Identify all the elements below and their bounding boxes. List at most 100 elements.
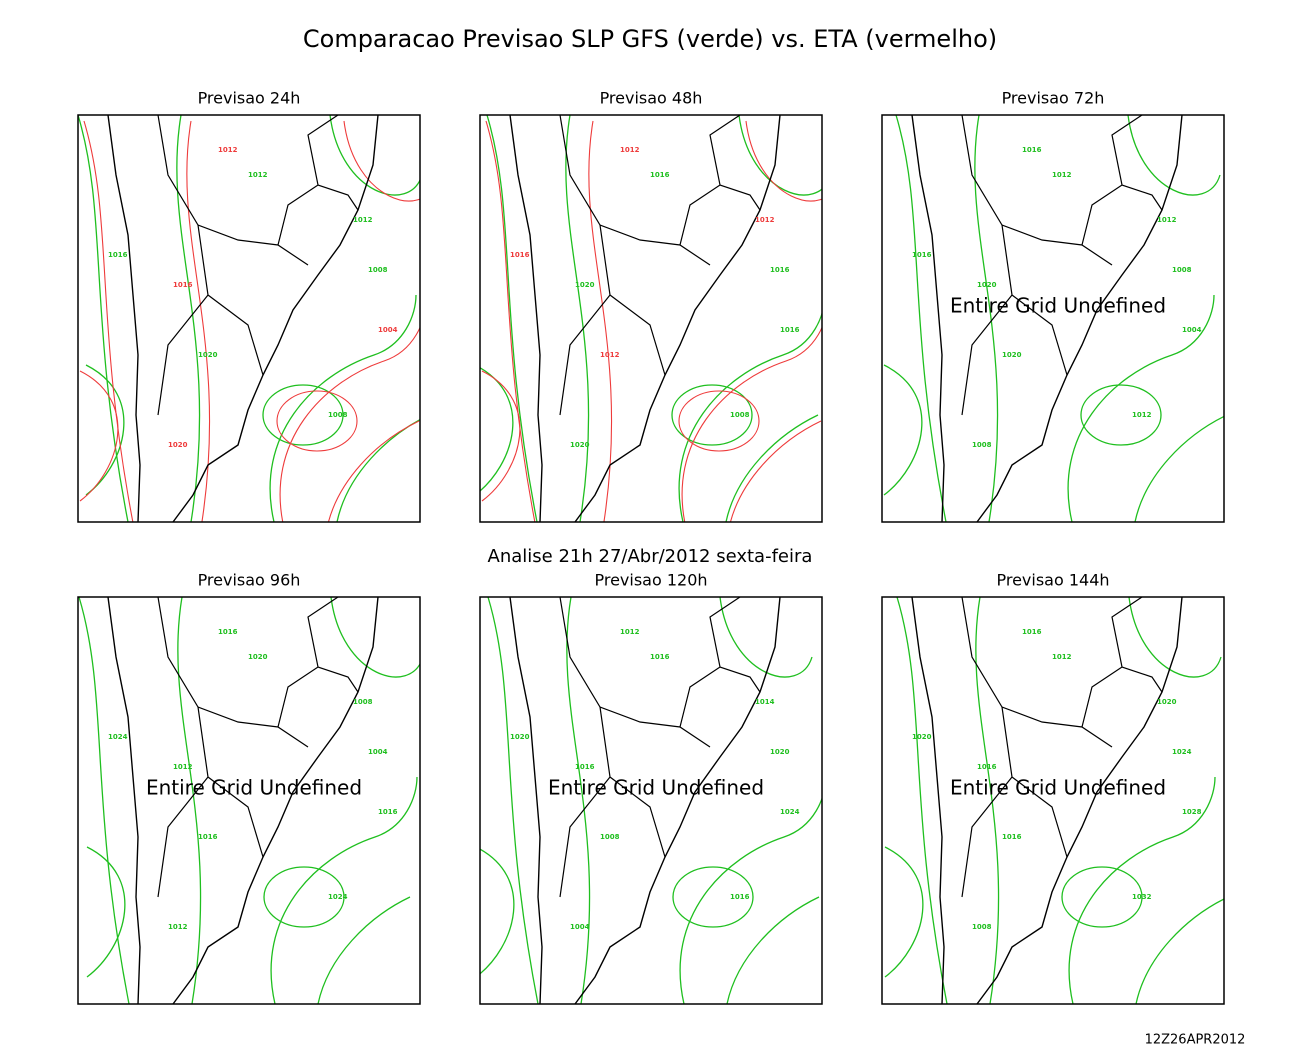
panel-frame <box>479 596 823 1005</box>
contour-label: 1012 <box>168 923 188 931</box>
contour-line <box>1134 415 1224 522</box>
panel-frame <box>77 596 421 1005</box>
contour-label: 1016 <box>173 281 193 289</box>
borders <box>157 115 359 416</box>
panel-title: Previsao 48h <box>600 89 703 108</box>
contour-label: 1016 <box>912 251 932 259</box>
contour-label: 1004 <box>378 326 398 334</box>
panel-frame <box>881 596 1225 1005</box>
contour-line <box>726 896 820 1004</box>
contour-label: 1032 <box>1132 893 1152 901</box>
contour-line <box>1127 115 1221 196</box>
contour-line <box>1080 384 1162 446</box>
contour-label: 1012 <box>248 171 268 179</box>
contour-line-eta <box>481 370 521 502</box>
contour-label: 1008 <box>328 411 348 419</box>
contour-label: 1020 <box>510 733 530 741</box>
contour-line <box>330 597 420 678</box>
contour-label: 1004 <box>368 748 388 756</box>
contour-label: 1024 <box>780 808 800 816</box>
contour-line <box>1068 776 1216 1004</box>
contour-label: 1024 <box>1172 748 1192 756</box>
map-content: 1012 1016 1016 1020 1012 1016 1016 1008 1012 1020 <box>480 115 822 522</box>
contour-line <box>883 364 923 496</box>
borders <box>157 597 359 898</box>
analysis-text: Analise 21h 27/Abr/2012 sexta-feira <box>488 546 813 567</box>
panel-title: Previsao 72h <box>1002 89 1105 108</box>
borders <box>961 597 1163 898</box>
contour-label: 1016 <box>108 251 128 259</box>
contour-line-eta <box>588 120 613 522</box>
borders <box>961 115 1163 416</box>
contour-line <box>262 384 344 446</box>
coastline <box>107 115 379 522</box>
contour-line-eta <box>745 120 822 202</box>
coastline <box>107 597 379 1004</box>
contour-line <box>671 384 753 446</box>
contour-line <box>480 848 515 975</box>
contour-line-eta <box>328 420 420 522</box>
contour-line <box>486 115 538 522</box>
contour-label: 1008 <box>972 441 992 449</box>
contour-line <box>672 866 754 928</box>
contour-label: 1016 <box>1002 833 1022 841</box>
contour-label: 1012 <box>755 216 775 224</box>
map-panel: 1016 1020 1024 1012 1008 1004 1016 1024 1016 1012… <box>77 596 421 1005</box>
contour-line <box>78 597 130 1004</box>
contour-line <box>78 115 129 522</box>
contour-label: 1016 <box>1022 146 1042 154</box>
panel-frame <box>881 114 1225 523</box>
map-panel: 1016 1012 1020 1016 1020 1024 1028 1032 1016 1008… <box>881 596 1225 1005</box>
contour-line-eta <box>485 120 536 522</box>
contour-line <box>1061 866 1143 928</box>
contour-label: 1028 <box>1182 808 1202 816</box>
map-content: 1016 1012 1020 1016 1020 1024 1028 1032 1016 1008 <box>884 597 1224 1004</box>
contour-line <box>725 414 819 522</box>
panel-title: Previsao 24h <box>198 89 301 108</box>
contour-line-eta <box>730 420 822 522</box>
contour-label: 1008 <box>730 411 750 419</box>
contour-line <box>85 364 125 496</box>
contour-label: 1020 <box>912 733 932 741</box>
contour-label: 1012 <box>218 146 238 154</box>
contour-label: 1008 <box>368 266 388 274</box>
undefined-message: Entire Grid Undefined <box>146 776 362 800</box>
contour-label: 1020 <box>168 441 188 449</box>
contour-label: 1020 <box>570 441 590 449</box>
contour-label: 1016 <box>378 808 398 816</box>
contour-line <box>679 796 822 1004</box>
contour-label: 1024 <box>328 893 348 901</box>
panel-frame <box>479 114 823 523</box>
contour-label: 1016 <box>510 251 530 259</box>
undefined-message: Entire Grid Undefined <box>950 294 1166 318</box>
panel-title: Previsao 96h <box>198 571 301 590</box>
contour-line-eta <box>678 390 760 452</box>
contour-line-eta <box>186 120 211 522</box>
contour-line <box>884 846 924 978</box>
contour-label: 1012 <box>1052 171 1072 179</box>
map-panel: 1012 1012 1016 1016 1012 1008 1004 1008 1020 1020 <box>77 114 421 523</box>
contour-line <box>269 294 417 522</box>
contour-line <box>270 776 418 1004</box>
contour-label: 1004 <box>1182 326 1202 334</box>
contour-label: 1012 <box>353 216 373 224</box>
undefined-message: Entire Grid Undefined <box>548 776 764 800</box>
contour-line <box>566 597 591 1004</box>
contour-label: 1016 <box>218 628 238 636</box>
contour-label: 1008 <box>600 833 620 841</box>
map-content: 1012 1012 1016 1016 1012 1008 1004 1008 1020 1020 <box>78 115 420 522</box>
contour-label: 1008 <box>353 698 373 706</box>
contour-label: 1012 <box>1052 653 1072 661</box>
contour-line <box>719 597 813 678</box>
contour-label: 1016 <box>780 326 800 334</box>
contour-label: 1012 <box>620 628 640 636</box>
contour-line-eta <box>276 390 358 452</box>
borders <box>559 597 761 898</box>
contour-line <box>1128 597 1222 678</box>
contour-line-eta <box>681 326 822 522</box>
map-content: 1012 1016 1020 1016 1014 1020 1024 1016 1008 1004 <box>480 597 822 1004</box>
panel-frame <box>77 114 421 523</box>
map-content: 1016 1012 1016 1020 1012 1008 1004 1012 1020 1008 <box>883 115 1224 522</box>
contour-line <box>317 896 411 1004</box>
